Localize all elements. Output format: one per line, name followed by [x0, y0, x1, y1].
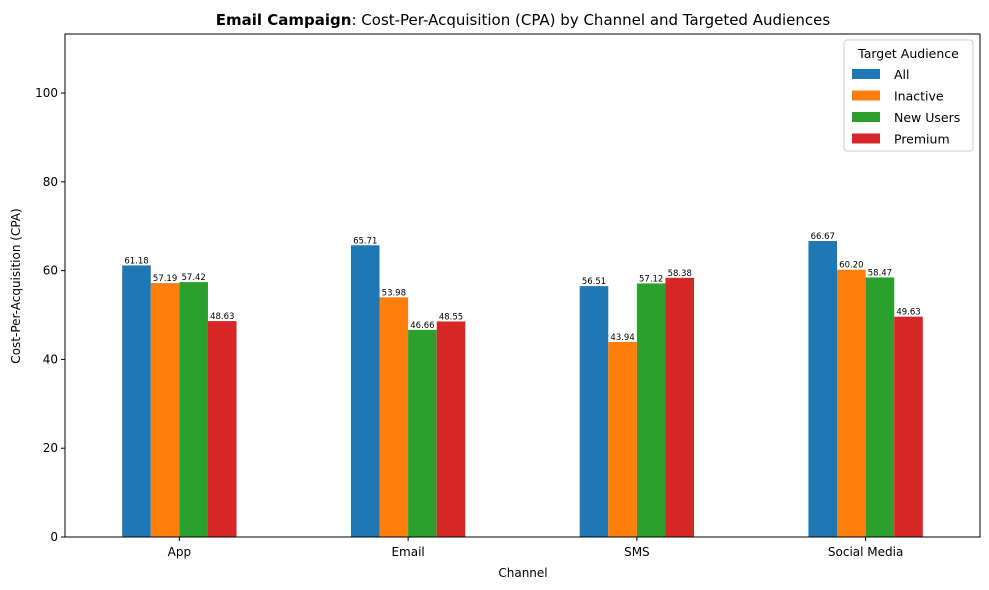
legend-entry: Premium — [894, 132, 950, 147]
bar — [865, 277, 895, 537]
legend-entry: Inactive — [894, 89, 944, 104]
bar-value-label: 46.66 — [410, 321, 434, 331]
bar-value-label: 48.63 — [210, 312, 234, 322]
x-axis-label: Channel — [498, 566, 547, 580]
y-axis-label: Cost-Per-Acquisition (CPA) — [9, 208, 23, 363]
bars — [122, 241, 923, 537]
legend-swatch — [852, 90, 880, 101]
bar — [837, 269, 866, 537]
x-tick-label: SMS — [624, 545, 650, 559]
y-tick-label: 100 — [35, 86, 58, 100]
chart-title-rest: : Cost-Per-Acquisition (CPA) by Channel … — [351, 11, 830, 29]
bar-value-label: 66.67 — [811, 232, 835, 242]
bar-value-label: 57.19 — [153, 274, 177, 284]
bar-value-label: 60.20 — [839, 261, 863, 271]
bar-value-label: 58.38 — [668, 269, 692, 279]
legend-title: Target Audience — [857, 46, 959, 61]
legend-swatch — [852, 133, 880, 144]
bar-value-label: 48.55 — [439, 312, 463, 322]
y-tick-label: 80 — [43, 175, 58, 189]
bar — [122, 265, 151, 537]
chart-title: Email Campaign: Cost-Per-Acquisition (CP… — [216, 11, 831, 29]
bar — [579, 286, 609, 537]
bar — [636, 283, 666, 537]
bar-value-label: 65.71 — [353, 236, 377, 246]
bar — [350, 245, 380, 537]
bar — [436, 321, 466, 537]
bar — [150, 283, 180, 537]
legend-entry: New Users — [894, 110, 960, 125]
bar — [379, 297, 409, 537]
bar-value-label: 61.18 — [124, 256, 148, 266]
bar-value-label: 57.12 — [639, 274, 663, 284]
bar-value-label: 49.63 — [896, 308, 920, 318]
chart-title-bold: Email Campaign — [216, 11, 352, 29]
bar-value-labels: 61.18 65.71 56.51 66.67 57.19 53.98 43.94 60.20… — [124, 232, 920, 343]
bar — [894, 316, 923, 537]
bar-value-label: 56.51 — [582, 277, 606, 287]
y-tick-label: 40 — [43, 352, 58, 366]
y-axis-ticks: 0 20 40 60 80 100 — [35, 86, 65, 544]
legend-entry: All — [894, 67, 910, 82]
bar — [665, 277, 695, 537]
bar — [179, 282, 208, 537]
bar-value-label: 58.47 — [868, 268, 892, 278]
y-tick-label: 20 — [43, 441, 58, 455]
x-tick-label: Social Media — [828, 545, 903, 559]
legend-swatch — [852, 112, 880, 122]
legend: Target Audience All Inactive New Users Premi… — [843, 39, 974, 152]
bar — [608, 341, 637, 537]
bar — [408, 329, 437, 537]
bar — [207, 321, 237, 537]
bar-value-label: 57.42 — [182, 273, 206, 283]
x-axis-ticks: App Email SMS Social Media — [168, 537, 903, 559]
bar-value-label: 53.98 — [382, 288, 406, 298]
legend-swatch — [852, 69, 880, 79]
y-tick-label: 60 — [43, 264, 58, 278]
bar-value-label: 43.94 — [610, 333, 634, 343]
plot-area-frame — [64, 33, 981, 538]
x-tick-label: Email — [391, 545, 424, 559]
legend-box — [843, 39, 974, 152]
x-tick-label: App — [168, 545, 191, 559]
y-tick-label: 0 — [50, 530, 58, 544]
bar — [808, 241, 838, 537]
